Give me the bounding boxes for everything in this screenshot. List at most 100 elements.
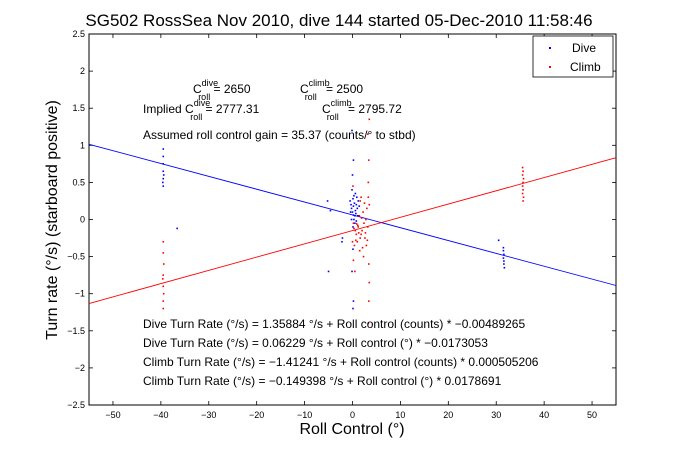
- data-point-climb: [368, 281, 371, 284]
- data-point-dive: [161, 181, 164, 184]
- chart-title: SG502 RossSea Nov 2010, dive 144 started…: [85, 11, 592, 30]
- data-point-climb: [365, 218, 367, 221]
- data-point-climb: [352, 259, 355, 262]
- x-tick-label: 40: [539, 410, 549, 420]
- x-tick-label: 10: [395, 410, 405, 420]
- data-point-climb: [362, 211, 364, 213]
- annotation-implied-dive-sup: dive: [194, 98, 211, 108]
- data-point-climb: [162, 263, 165, 265]
- data-point-climb: [352, 185, 354, 187]
- annotation-roll-gain: Assumed roll control gain = 35.37 (count…: [143, 128, 416, 142]
- y-axis-ticks: −2.5 −2 −1.5 −1 −0.5 0 0.5 1 1.5 2 2.5: [67, 29, 616, 410]
- annotation-implied-prefix: Implied C: [143, 102, 194, 116]
- data-point-dive: [349, 211, 352, 213]
- annotation-climb-eq-deg: Climb Turn Rate (°/s) = −0.149398 °/s + …: [143, 374, 502, 388]
- annotation-cdive-sub: roll: [198, 92, 210, 102]
- data-point-dive: [355, 220, 358, 222]
- data-point-dive: [341, 240, 343, 243]
- data-point-climb: [359, 200, 361, 202]
- annotation-cdive: Cdive roll = 2650: [193, 78, 251, 102]
- data-point-climb: [521, 192, 524, 195]
- data-point-climb: [162, 240, 165, 243]
- data-point-dive: [341, 237, 344, 239]
- annotation-cdive-value: = 2650: [210, 82, 251, 96]
- data-point-climb: [359, 237, 361, 239]
- x-tick-label: −30: [201, 410, 216, 420]
- data-point-dive: [357, 200, 360, 202]
- y-tick-label: −0.5: [67, 252, 85, 262]
- x-tick-label: 50: [587, 410, 597, 420]
- data-point-dive: [502, 246, 505, 249]
- data-point-climb: [367, 300, 370, 302]
- x-tick-label: −20: [249, 410, 264, 420]
- data-point-climb: [361, 229, 363, 232]
- data-point-climb: [365, 244, 368, 247]
- data-point-dive: [350, 218, 353, 221]
- fit-lines: [88, 143, 617, 304]
- data-point-dive: [162, 185, 165, 187]
- data-point-climb: [368, 203, 371, 206]
- legend: Dive Climb: [532, 35, 614, 78]
- data-point-dive: [356, 214, 359, 217]
- data-point-dive: [327, 270, 330, 273]
- data-point-dive: [176, 227, 178, 230]
- data-point-dive: [351, 270, 353, 273]
- data-point-dive: [503, 253, 505, 256]
- x-tick-label: 20: [443, 410, 453, 420]
- x-tick-label: 0: [350, 410, 355, 420]
- annotation-cclimb-base: C: [300, 82, 309, 96]
- data-point-climb: [162, 285, 165, 288]
- data-point-dive: [349, 200, 351, 202]
- data-point-dive: [354, 192, 357, 195]
- data-point-climb: [355, 233, 358, 236]
- data-point-climb: [367, 133, 369, 135]
- annotation-dive-eq-counts: Dive Turn Rate (°/s) = 1.35884 °/s + Rol…: [143, 317, 525, 331]
- legend-climb-marker: [549, 66, 551, 68]
- data-point-dive: [162, 148, 165, 150]
- data-point-dive: [354, 209, 357, 212]
- plot-area: [88, 33, 617, 406]
- data-point-climb: [355, 239, 357, 242]
- x-axis-label: Roll Control (°): [299, 421, 404, 438]
- x-tick-label: 30: [491, 410, 501, 420]
- data-point-dive: [352, 197, 354, 200]
- annotation-implied-dive-sub: roll: [190, 112, 202, 122]
- data-point-dive: [162, 155, 165, 158]
- data-point-climb: [358, 214, 361, 217]
- y-tick-label: 2.5: [72, 29, 85, 39]
- data-point-dive: [503, 266, 506, 269]
- data-point-climb: [367, 196, 370, 199]
- data-point-climb: [363, 222, 365, 225]
- data-point-climb: [364, 232, 367, 234]
- data-point-climb: [353, 244, 356, 247]
- annotation-cclimb: Cclimb roll = 2500: [300, 78, 363, 102]
- y-tick-label: −1: [75, 289, 85, 299]
- annotation-cclimb-value: = 2500: [323, 82, 364, 96]
- y-tick-label: −2.5: [67, 400, 85, 410]
- data-point-climb: [162, 292, 165, 295]
- annotation-implied-climb: Cclimb roll = 2795.72: [322, 98, 402, 122]
- data-point-climb: [368, 118, 371, 121]
- data-point-dive: [354, 222, 356, 225]
- annotation-implied-climb-sub: roll: [327, 112, 339, 122]
- data-point-dive: [329, 209, 332, 212]
- data-point-dive: [503, 263, 505, 265]
- data-point-climb: [521, 174, 524, 176]
- legend-climb-label: Climb: [570, 60, 601, 74]
- annotation-cdive-base: C: [193, 82, 202, 96]
- y-tick-label: 1: [80, 140, 85, 150]
- data-point-climb: [356, 223, 358, 225]
- x-axis-ticks: −50 −40 −30 −20 −10 0 10 20 30 40 50: [105, 34, 597, 420]
- y-axis-label: Turn rate (°/s) (starboard positive): [44, 100, 61, 340]
- data-point-climb: [522, 177, 525, 180]
- data-point-climb: [357, 232, 360, 234]
- data-point-dive: [351, 189, 353, 191]
- data-point-dive: [502, 257, 505, 259]
- annotation-cclimb-sup: climb: [309, 78, 330, 88]
- x-tick-label: −50: [105, 410, 120, 420]
- legend-dive-label: Dive: [572, 41, 596, 55]
- data-point-dive: [353, 194, 355, 197]
- data-point-climb: [366, 239, 369, 242]
- data-point-climb: [351, 240, 354, 243]
